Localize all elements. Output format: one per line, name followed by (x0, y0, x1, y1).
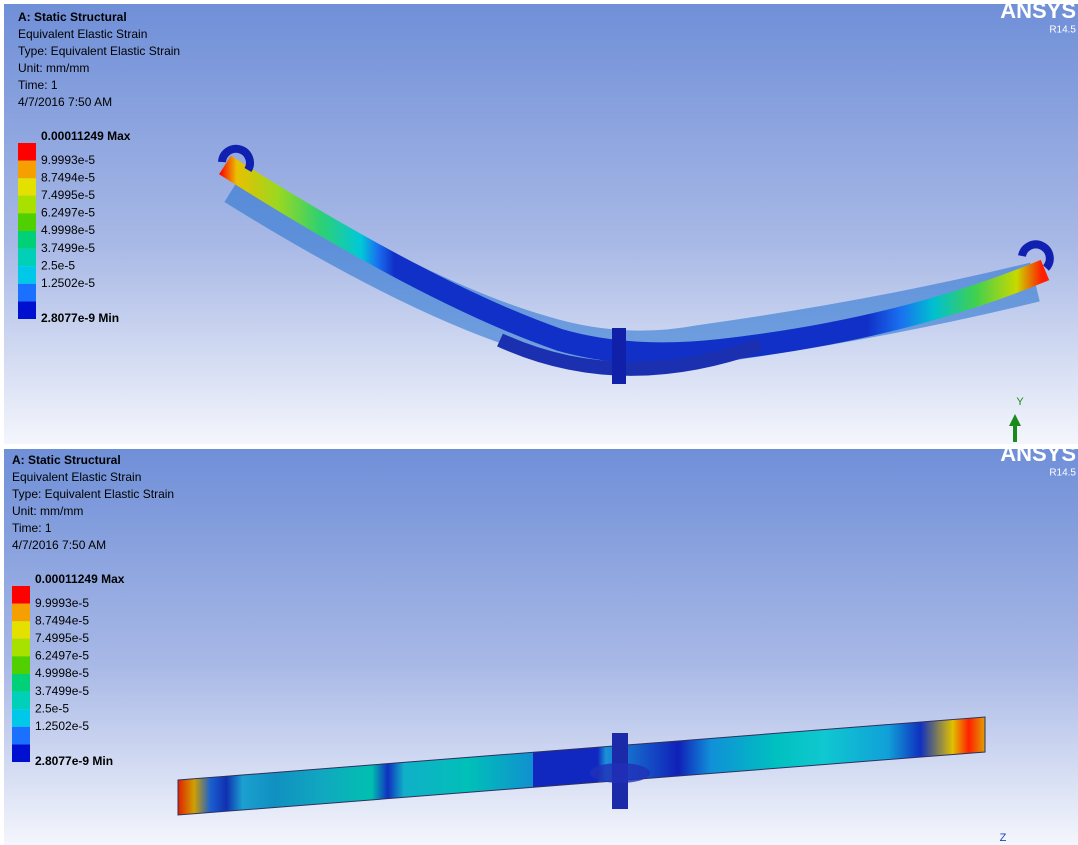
legend-swatch (18, 178, 36, 196)
ansys-logo: ANSYS (1000, 0, 1076, 23)
legend-swatch (12, 727, 30, 745)
legend-label: 9.9993e-5 (35, 596, 89, 610)
legend-label: 0.00011249 Max (35, 572, 125, 586)
legend-label: 9.9993e-5 (41, 153, 95, 167)
legend-label: 1.2502e-5 (41, 276, 95, 290)
legend-swatch (18, 249, 36, 267)
legend-swatch (12, 656, 30, 674)
legend-label: 6.2497e-5 (35, 649, 89, 663)
result-info: Type: Equivalent Elastic Strain (18, 44, 180, 58)
legend-label: 6.2497e-5 (41, 206, 95, 220)
result-info: Equivalent Elastic Strain (12, 470, 141, 484)
legend-swatch (18, 213, 36, 231)
legend-label: 2.5e-5 (41, 258, 75, 272)
legend-label: 1.2502e-5 (35, 719, 89, 733)
legend-label: 2.5e-5 (35, 701, 69, 715)
legend-swatch (18, 284, 36, 302)
result-info: 4/7/2016 7:50 AM (12, 538, 106, 552)
result-info: 4/7/2016 7:50 AM (18, 95, 112, 109)
legend-label: 3.7499e-5 (41, 241, 95, 255)
legend-label: 4.9998e-5 (41, 223, 95, 237)
legend-label: 0.00011249 Max (41, 129, 131, 143)
axis-label: Y (1016, 396, 1024, 408)
result-info: Unit: mm/mm (18, 61, 89, 75)
legend-swatch (12, 639, 30, 657)
legend-swatch (12, 674, 30, 692)
legend-swatch (18, 231, 36, 249)
ansys-logo: ANSYS (1000, 441, 1076, 466)
legend-swatch (12, 692, 30, 710)
version-label: R14.5 (1049, 468, 1076, 479)
legend-label: 2.8077e-9 Min (41, 311, 119, 325)
result-title: A: Static Structural (12, 453, 121, 467)
legend-label: 8.7494e-5 (41, 170, 95, 184)
legend-label: 4.9998e-5 (35, 666, 89, 680)
legend-swatch (12, 709, 30, 727)
legend-swatch (12, 586, 30, 604)
legend-label: 7.4995e-5 (35, 631, 89, 645)
result-info: Equivalent Elastic Strain (18, 27, 147, 41)
legend-swatch (12, 621, 30, 639)
legend-swatch (12, 604, 30, 622)
result-title: A: Static Structural (18, 10, 127, 24)
viewport-top (4, 4, 1078, 444)
axis-label: Z (1000, 832, 1007, 844)
legend-swatch (18, 161, 36, 179)
result-info: Time: 1 (18, 78, 58, 92)
legend-swatch (18, 196, 36, 214)
legend-label: 7.4995e-5 (41, 188, 95, 202)
legend-swatch (12, 744, 30, 762)
result-info: Type: Equivalent Elastic Strain (12, 487, 174, 501)
legend-label: 3.7499e-5 (35, 684, 89, 698)
legend-swatch (18, 301, 36, 319)
legend-swatch (18, 143, 36, 161)
legend-label: 2.8077e-9 Min (35, 754, 113, 768)
version-label: R14.5 (1049, 25, 1076, 36)
legend-swatch (18, 266, 36, 284)
legend-label: 8.7494e-5 (35, 613, 89, 627)
result-info: Unit: mm/mm (12, 504, 83, 518)
result-info: Time: 1 (12, 521, 52, 535)
screenshot: A: Static Structural Equivalent Elastic S… (0, 0, 1078, 845)
